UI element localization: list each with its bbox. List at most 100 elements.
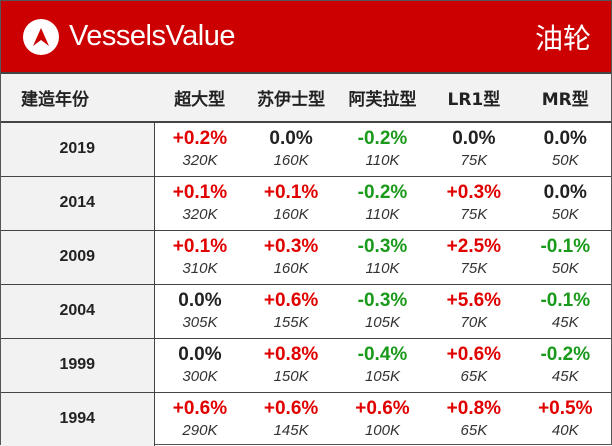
value-cell: -0.4% 105K [336, 338, 429, 393]
change-percent: +0.1% [263, 182, 319, 203]
values-table: 建造年份 超大型 苏伊士型 阿芙拉型 LR1型 MR型 2019 +0.2% 320… [1, 74, 611, 446]
vessel-value: 65K [460, 368, 488, 385]
change-percent: 0.0% [269, 128, 313, 150]
value-cell: 0.0% 160K [245, 122, 337, 177]
header-banner: VesselsValue 油轮 [1, 1, 611, 74]
value-cell: -0.2% 110K [336, 176, 429, 231]
change-percent: +0.5% [538, 398, 593, 420]
value-cell: -0.3% 105K [336, 284, 429, 339]
build-year-cell: 1994 [1, 392, 155, 446]
vessel-value: 310K [182, 260, 218, 277]
change-percent: 0.0% [543, 182, 587, 203]
table-row: 2004 0.0% 305K +0.6% 155K -0.3% 105K +5.6% 70K -0… [1, 284, 611, 339]
vessel-value: 75K [460, 152, 488, 170]
vessel-value: 105K [364, 314, 400, 331]
value-cell: +2.5% 75K [428, 230, 520, 285]
vessel-value: 65K [460, 422, 488, 440]
table-row: 2019 +0.2% 320K 0.0% 160K -0.2% 110K 0.0% 75K 0.0… [1, 122, 611, 177]
vessel-value: 110K [365, 260, 400, 277]
value-cell: +5.6% 70K [428, 284, 520, 339]
vessel-value: 320K [182, 206, 218, 223]
change-percent: +0.3% [263, 236, 319, 257]
value-cell: -0.3% 110K [336, 230, 429, 285]
table-row: 2014 +0.1% 320K +0.1% 160K -0.2% 110K +0.3% 75K 0… [1, 176, 611, 231]
vessel-value: 145K [273, 422, 309, 440]
vessel-value: 50K [551, 206, 579, 223]
change-percent: +0.2% [172, 128, 228, 150]
value-cell: 0.0% 75K [428, 122, 520, 177]
build-year-cell: 2019 [1, 122, 155, 177]
vessel-value: 300K [182, 368, 218, 385]
value-cell: +0.6% 100K [337, 392, 428, 446]
value-cell: -0.1% 50K [519, 230, 611, 285]
table-header-row: 建造年份 超大型 苏伊士型 阿芙拉型 LR1型 MR型 [1, 74, 611, 123]
vessel-value: 70K [460, 314, 488, 331]
column-header-build-year: 建造年份 [1, 74, 154, 123]
change-percent: +2.5% [446, 236, 502, 257]
vessel-value: 155K [273, 314, 309, 331]
change-percent: -0.1% [540, 290, 591, 311]
vessel-value: 305K [182, 314, 218, 331]
change-percent: +0.3% [446, 182, 502, 203]
brand: VesselsValue [23, 18, 235, 55]
value-cell: +0.1% 320K [154, 176, 246, 231]
value-cell: +0.1% 160K [245, 176, 337, 231]
change-percent: +0.1% [172, 236, 228, 257]
change-percent: +0.6% [172, 398, 228, 420]
vessel-value: 110K [365, 206, 400, 223]
vessel-value: 75K [460, 260, 488, 277]
value-cell: +0.1% 310K [154, 230, 246, 285]
vessel-value: 105K [364, 368, 400, 385]
value-cell: +0.6% 65K [428, 338, 520, 393]
vessel-value: 75K [460, 206, 488, 223]
vessel-value: 45K [551, 314, 579, 331]
change-percent: +0.8% [263, 344, 319, 365]
change-percent: -0.2% [357, 182, 408, 203]
value-cell: 0.0% 300K [154, 338, 246, 393]
change-percent: 0.0% [178, 344, 222, 365]
change-percent: +0.6% [446, 344, 502, 365]
change-percent: -0.2% [357, 128, 408, 150]
change-percent: +5.6% [446, 290, 502, 311]
vessel-value: 160K [273, 260, 309, 277]
change-percent: -0.2% [540, 344, 591, 365]
vessel-value: 50K [551, 152, 579, 170]
column-header-suezmax: 苏伊士型 [245, 74, 337, 123]
vessel-value: 160K [273, 206, 309, 223]
change-percent: -0.3% [357, 290, 408, 311]
value-cell: +0.3% 75K [428, 176, 520, 231]
value-cell: -0.2% 45K [519, 338, 611, 393]
vessel-value: 50K [551, 260, 579, 277]
column-header-mr: MR型 [519, 74, 611, 123]
column-header-vlcc: 超大型 [154, 74, 246, 123]
vessel-value: 150K [273, 368, 309, 385]
build-year-cell: 1999 [1, 338, 155, 393]
value-cell: +0.6% 145K [245, 392, 336, 446]
table-row: 1999 0.0% 300K +0.8% 150K -0.4% 105K +0.6% 65K -0… [1, 338, 611, 393]
vessel-value: 160K [273, 152, 309, 170]
change-percent: -0.4% [357, 344, 408, 365]
table-row: 2009 +0.1% 310K +0.3% 160K -0.3% 110K +2.5% 75K -… [1, 230, 611, 285]
brand-name: VesselsValue [69, 20, 235, 52]
category-title: 油轮 [534, 21, 591, 55]
vessel-value: 100K [364, 422, 400, 440]
build-year-cell: 2004 [1, 284, 155, 339]
change-percent: +0.1% [172, 182, 228, 203]
value-cell: +0.3% 160K [245, 230, 337, 285]
value-cell: 0.0% 50K [519, 176, 611, 231]
change-percent: -0.1% [540, 236, 591, 257]
vessel-value: 110K [365, 152, 400, 170]
table-row: 1994 +0.6% 290K +0.6% 145K +0.6% 100K +0.8% 65K +… [1, 392, 611, 446]
column-header-aframax: 阿芙拉型 [336, 74, 429, 123]
table-body: 2019 +0.2% 320K 0.0% 160K -0.2% 110K 0.0% 75K 0.0… [1, 122, 611, 446]
value-cell: 0.0% 305K [154, 284, 246, 339]
vessel-value: 45K [551, 368, 579, 385]
value-cell: -0.1% 45K [519, 284, 611, 339]
value-cell: +0.6% 155K [245, 284, 337, 339]
change-percent: 0.0% [178, 290, 222, 311]
value-cell: +0.2% 320K [154, 122, 246, 177]
change-percent: +0.6% [263, 290, 319, 311]
build-year-cell: 2014 [1, 176, 155, 231]
value-cell: +0.8% 150K [245, 338, 337, 393]
change-percent: +0.8% [446, 398, 502, 420]
